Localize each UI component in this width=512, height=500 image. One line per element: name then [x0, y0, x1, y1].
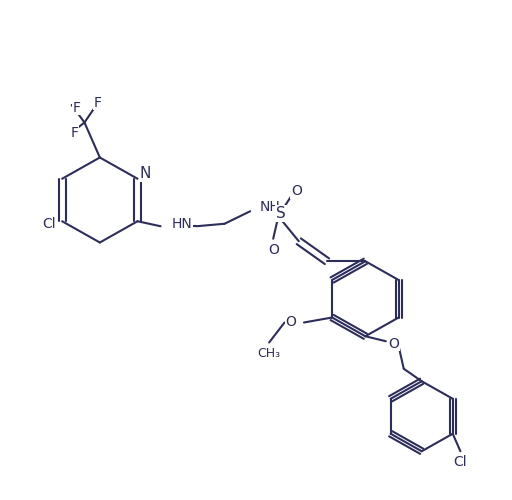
Text: O: O — [286, 316, 296, 330]
Text: CH₃: CH₃ — [258, 347, 281, 360]
Text: N: N — [140, 166, 151, 181]
Text: O: O — [268, 243, 279, 257]
Text: S: S — [276, 206, 286, 221]
Text: F: F — [73, 100, 81, 114]
Text: O: O — [291, 184, 302, 198]
Text: O: O — [388, 337, 399, 351]
Text: Cl: Cl — [454, 456, 467, 469]
Text: NH: NH — [260, 200, 280, 214]
Text: Cl: Cl — [42, 217, 56, 231]
Text: F: F — [70, 126, 78, 140]
Text: HN: HN — [172, 217, 193, 231]
Text: F: F — [93, 96, 101, 110]
